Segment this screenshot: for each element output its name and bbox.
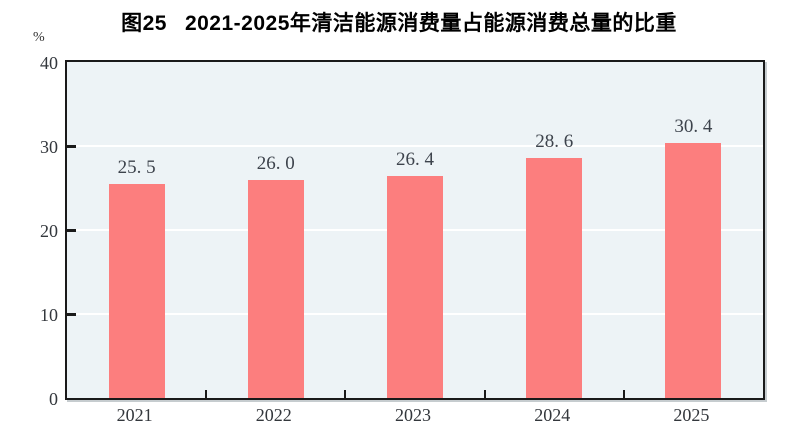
gridline-30 <box>67 145 763 147</box>
y-tick-label-20: 20 <box>40 221 58 241</box>
x-tick-label-2021: 2021 <box>116 405 153 425</box>
plot-area: 25. 5 26. 0 26. 4 28. 6 30. 4 <box>65 60 765 400</box>
chart-title: 图25 2021-2025年清洁能源消费量占能源消费总量的比重 <box>0 7 798 37</box>
bar-value-label-2025: 30. 4 <box>674 115 713 137</box>
bar-2023 <box>387 176 443 398</box>
x-tick-mark-4 <box>622 390 625 398</box>
y-axis-unit-label: % <box>33 30 45 45</box>
y-tick-label-40: 40 <box>40 53 58 73</box>
bar-2024 <box>526 157 583 398</box>
x-tick-label-2024: 2024 <box>534 405 571 425</box>
y-tick-mark-30 <box>67 144 76 148</box>
y-tick-label-0: 0 <box>49 389 58 409</box>
chart-title-text: 2021-2025年清洁能源消费量占能源消费总量的比重 <box>184 12 677 35</box>
y-tick-label-10: 10 <box>40 305 58 325</box>
bar-2021 <box>108 183 165 398</box>
bar-value-label-2024: 28. 6 <box>535 130 574 152</box>
y-tick-mark-20 <box>67 228 76 232</box>
bar-value-label-2023: 26. 4 <box>395 149 434 171</box>
y-tick-label-30: 30 <box>40 137 58 157</box>
x-tick-mark-2 <box>344 390 347 398</box>
bar-2025 <box>665 142 722 398</box>
x-tick-label-2023: 2023 <box>394 405 431 425</box>
figure-number-label: 图25 <box>121 12 167 35</box>
plot-inner: 25. 5 26. 0 26. 4 28. 6 30. 4 <box>67 62 763 398</box>
x-tick-mark-1 <box>205 390 208 398</box>
y-tick-mark-10 <box>67 312 76 316</box>
x-tick-mark-3 <box>483 390 486 398</box>
x-tick-label-2025: 2025 <box>673 405 710 425</box>
bar-value-label-2021: 25. 5 <box>117 156 156 178</box>
bar-value-label-2022: 26. 0 <box>256 152 295 174</box>
x-tick-label-2022: 2022 <box>255 405 292 425</box>
bar-2022 <box>247 179 304 398</box>
